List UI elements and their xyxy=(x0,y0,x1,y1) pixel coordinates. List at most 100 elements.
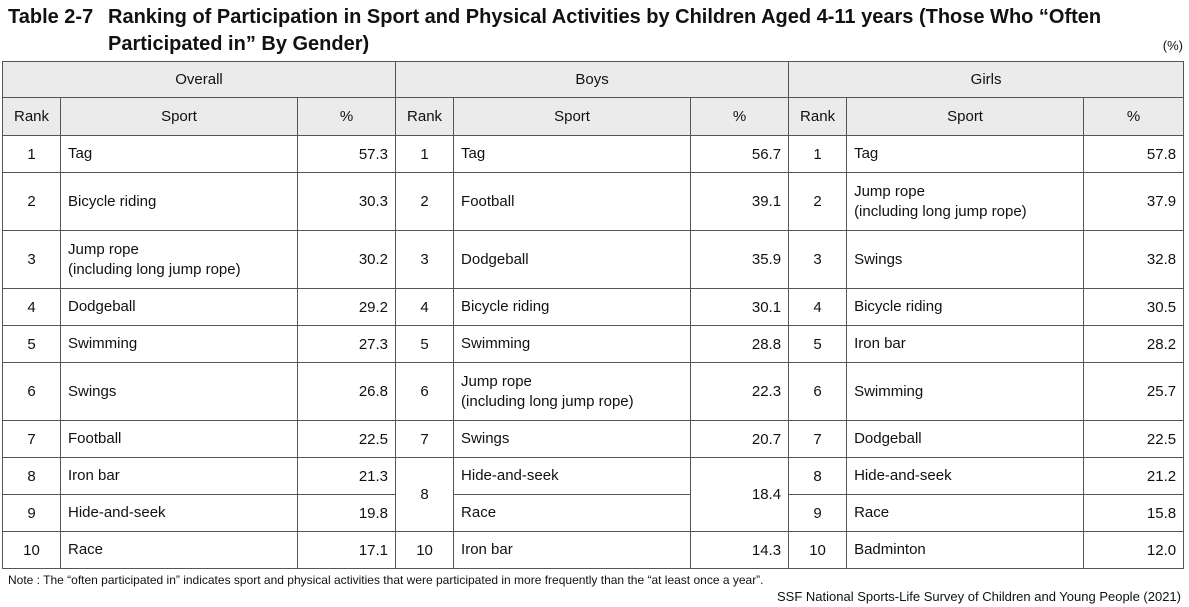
girls-percent: 22.5 xyxy=(1083,420,1185,458)
boys-sport: Jump rope (including long jump rope) xyxy=(453,362,692,421)
girls-rank: 2 xyxy=(788,172,848,231)
table-row: 8 Iron bar 21.3 8 Hide-and-seek 18.4 8 H… xyxy=(2,457,1185,532)
overall-sport: Tag xyxy=(60,135,298,173)
boys-sport: Tag xyxy=(453,135,692,173)
overall-rank: 7 xyxy=(2,420,61,458)
overall-rank: 9 xyxy=(2,494,61,532)
boys-sport: Swings xyxy=(453,420,692,458)
boys-rank: 10 xyxy=(395,531,455,569)
overall-sport: Iron bar xyxy=(60,457,298,495)
overall-sport: Swimming xyxy=(60,325,298,363)
table-row: 2 Bicycle riding 30.3 2 Football 39.1 2 … xyxy=(2,172,1185,231)
girls-rank: 3 xyxy=(788,230,848,289)
girls-sport: Jump rope (including long jump rope) xyxy=(846,172,1085,231)
boys-percent: 35.9 xyxy=(690,230,790,289)
table-row: 4 Dodgeball 29.2 4 Bicycle riding 30.1 4… xyxy=(2,288,1185,326)
girls-percent: 21.2 xyxy=(1083,457,1185,495)
girls-sport: Race xyxy=(846,494,1085,532)
group-header-boys: Boys xyxy=(395,61,790,98)
girls-sport: Dodgeball xyxy=(846,420,1085,458)
overall-percent: 27.3 xyxy=(296,325,397,363)
overall-rank: 4 xyxy=(2,288,61,326)
overall-sport-line-2: (including long jump rope) xyxy=(68,260,241,278)
table-row: 5 Swimming 27.3 5 Swimming 28.8 5 Iron b… xyxy=(2,325,1185,363)
title-line-2: Participated in” By Gender) xyxy=(8,31,1183,58)
overall-sport: Jump rope (including long jump rope) xyxy=(60,230,298,289)
group-header-row: Overall Boys Girls xyxy=(1,61,1185,98)
overall-sport-line-1: Jump rope xyxy=(68,240,139,258)
overall-rank: 3 xyxy=(2,230,61,289)
overall-sport: Race xyxy=(60,531,298,569)
group-header-overall: Overall xyxy=(1,61,397,98)
girls-sport: Badminton xyxy=(846,531,1085,569)
overall-percent: 19.8 xyxy=(296,494,397,532)
girls-sport-line-1: Jump rope xyxy=(854,182,925,200)
boys-sport-line-2: (including long jump rope) xyxy=(461,392,634,410)
girls-percent: 25.7 xyxy=(1083,362,1185,421)
percent-header: % xyxy=(690,97,790,136)
girls-sport: Swimming xyxy=(846,362,1085,421)
table-row: 7 Football 22.5 7 Swings 20.7 7 Dodgebal… xyxy=(2,420,1185,458)
overall-sport: Swings xyxy=(60,362,298,421)
overall-sport: Football xyxy=(60,420,298,458)
overall-rank: 6 xyxy=(2,362,61,421)
rank-header: Rank xyxy=(788,97,848,136)
boys-percent: 28.8 xyxy=(690,325,790,363)
source-citation: SSF National Sports-Life Survey of Child… xyxy=(777,589,1181,604)
overall-sport: Dodgeball xyxy=(60,288,298,326)
girls-sport-line-2: (including long jump rope) xyxy=(854,202,1027,220)
overall-rank: 1 xyxy=(2,135,61,173)
girls-percent: 30.5 xyxy=(1083,288,1185,326)
boys-sport: Bicycle riding xyxy=(453,288,692,326)
table-row: 3 Jump rope (including long jump rope) 30… xyxy=(2,230,1185,289)
girls-sport: Tag xyxy=(846,135,1085,173)
girls-percent: 32.8 xyxy=(1083,230,1185,289)
girls-sport: Bicycle riding xyxy=(846,288,1085,326)
boys-percent: 56.7 xyxy=(690,135,790,173)
boys-rank: 3 xyxy=(395,230,455,289)
footnote: Note : The “often participated in” indic… xyxy=(8,573,764,587)
overall-percent: 26.8 xyxy=(296,362,397,421)
boys-sport: Swimming xyxy=(453,325,692,363)
girls-sport: Iron bar xyxy=(846,325,1085,363)
overall-rank: 8 xyxy=(2,457,61,495)
girls-sport: Hide-and-seek xyxy=(846,457,1085,495)
overall-sport: Hide-and-seek xyxy=(60,494,298,532)
girls-percent: 15.8 xyxy=(1083,494,1185,532)
boys-rank: 4 xyxy=(395,288,455,326)
sport-header: Sport xyxy=(60,97,298,136)
rank-header: Rank xyxy=(395,97,455,136)
boys-percent: 22.3 xyxy=(690,362,790,421)
girls-percent: 57.8 xyxy=(1083,135,1185,173)
title-text-1: Ranking of Participation in Sport and Ph… xyxy=(108,6,1102,28)
boys-rank: 2 xyxy=(395,172,455,231)
overall-percent: 29.2 xyxy=(296,288,397,326)
title-line-1: Table 2-7 Ranking of Participation in Spo… xyxy=(8,4,1183,31)
sport-header: Sport xyxy=(846,97,1085,136)
boys-sport: Football xyxy=(453,172,692,231)
girls-rank: 9 xyxy=(788,494,848,532)
girls-percent: 28.2 xyxy=(1083,325,1185,363)
table-row: 6 Swings 26.8 6 Jump rope (including long… xyxy=(2,362,1185,421)
overall-percent: 22.5 xyxy=(296,420,397,458)
table-title: Table 2-7 Ranking of Participation in Spo… xyxy=(8,4,1183,58)
boys-percent: 20.7 xyxy=(690,420,790,458)
unit-label: (%) xyxy=(1162,38,1183,53)
boys-rank: 8 xyxy=(395,457,455,532)
boys-rank: 6 xyxy=(395,362,455,421)
boys-rank: 5 xyxy=(395,325,455,363)
boys-sport-line-1: Jump rope xyxy=(461,372,532,390)
percent-header: % xyxy=(1083,97,1185,136)
overall-rank: 10 xyxy=(2,531,61,569)
overall-percent: 17.1 xyxy=(296,531,397,569)
boys-rank: 1 xyxy=(395,135,455,173)
girls-rank: 5 xyxy=(788,325,848,363)
table-row: 10 Race 17.1 10 Iron bar 14.3 10 Badmint… xyxy=(2,531,1185,569)
table-row: 9 Hide-and-seek 19.8 Race 9 Race 15.8 xyxy=(2,494,1185,532)
overall-percent: 30.3 xyxy=(296,172,397,231)
overall-rank: 5 xyxy=(2,325,61,363)
group-header-girls: Girls xyxy=(788,61,1185,98)
column-header-row: Rank Sport % Rank Sport % Rank Sport % xyxy=(2,97,1185,136)
table-row: 1 Tag 57.3 1 Tag 56.7 1 Tag 57.8 xyxy=(2,135,1185,173)
girls-rank: 7 xyxy=(788,420,848,458)
